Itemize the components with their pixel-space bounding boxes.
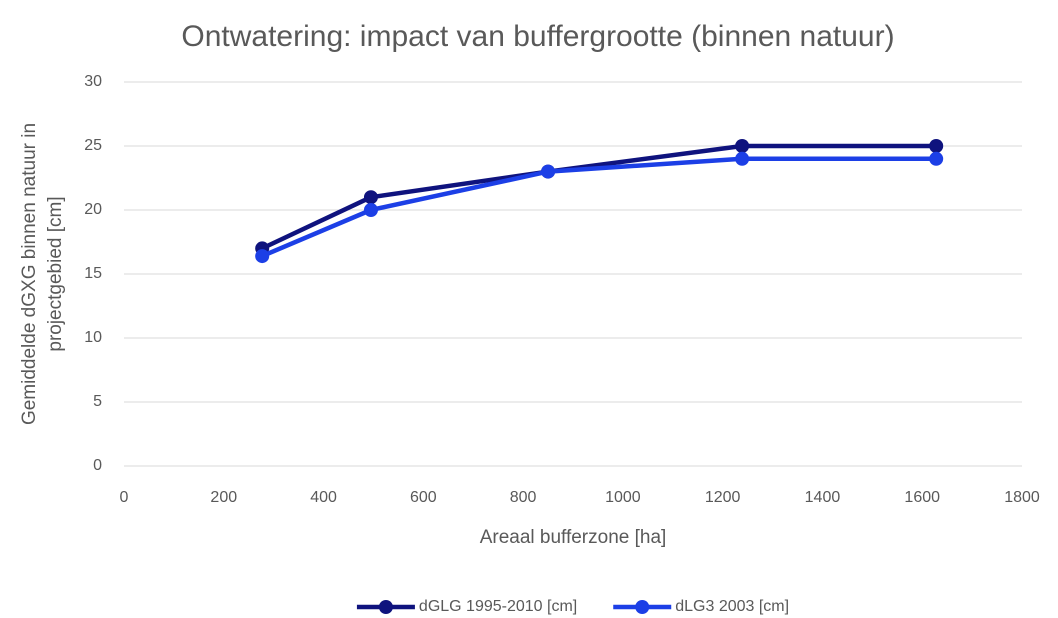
y-tick-label: 0 (93, 457, 102, 474)
x-tick-label: 1800 (1004, 489, 1040, 506)
x-tick-label: 1200 (705, 489, 741, 506)
data-point (929, 139, 944, 153)
y-tick-label: 15 (84, 265, 102, 282)
x-tick-label: 600 (410, 489, 437, 506)
series-line (261, 143, 937, 251)
legend-label: dLG3 2003 [cm] (675, 598, 789, 615)
x-tick-label: 1600 (904, 489, 940, 506)
chart-title: Ontwatering: impact van buffergrootte (b… (181, 20, 894, 53)
data-point (255, 249, 270, 264)
x-tick-label: 1400 (805, 489, 841, 506)
y-tick-label: 5 (93, 393, 102, 410)
legend-label: dGLG 1995-2010 [cm] (419, 598, 577, 615)
y-tick-label: 10 (84, 329, 102, 346)
x-tick-label: 800 (510, 489, 537, 506)
data-point (735, 151, 750, 166)
data-point (541, 164, 556, 179)
series-line (261, 156, 937, 259)
y-tick-label: 30 (84, 73, 102, 90)
data-point (929, 151, 944, 166)
y-tick-label: 20 (84, 201, 102, 218)
x-tick-label: 200 (210, 489, 237, 506)
data-point (363, 203, 378, 217)
x-tick-label: 1000 (605, 489, 641, 506)
y-axis-label: Gemiddelde dGXG binnen natuur in (19, 123, 40, 425)
legend-swatch-marker (635, 600, 650, 614)
y-axis-label: projectgebied [cm] (45, 196, 66, 351)
data-point (363, 190, 378, 205)
legend-swatch-marker (378, 600, 393, 614)
data-point (735, 139, 750, 153)
x-tick-label: 0 (120, 489, 129, 506)
y-tick-label: 25 (84, 137, 102, 154)
x-axis-label: Areaal bufferzone [ha] (480, 527, 667, 548)
x-tick-label: 400 (310, 489, 337, 506)
